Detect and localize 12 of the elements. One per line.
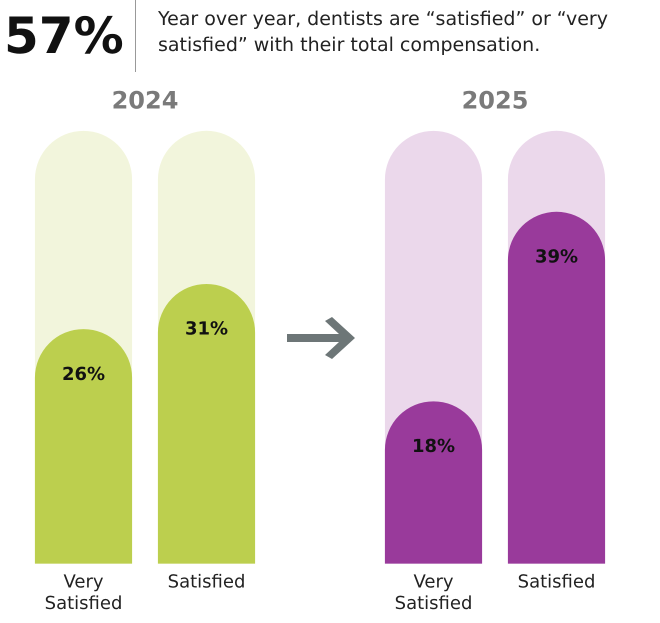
data-label: 26% bbox=[62, 364, 106, 385]
chart-title: 2025 bbox=[462, 86, 528, 115]
data-label: 18% bbox=[412, 436, 456, 457]
data-label: 39% bbox=[534, 246, 578, 268]
data-label: 31% bbox=[184, 318, 228, 340]
x-tick-label: Satisfied bbox=[168, 571, 246, 592]
text: Year over year, dentists are “satisfied” or “very satisfied” with their total compensation. bbox=[158, 7, 609, 58]
x-tick-label: Very Satisfied bbox=[394, 571, 472, 614]
x-tick-label: Very Satisfied bbox=[44, 571, 122, 614]
text: 57% bbox=[4, 6, 124, 67]
chart-title: 2024 bbox=[112, 86, 178, 115]
x-tick-label: Satisfied bbox=[518, 571, 596, 592]
